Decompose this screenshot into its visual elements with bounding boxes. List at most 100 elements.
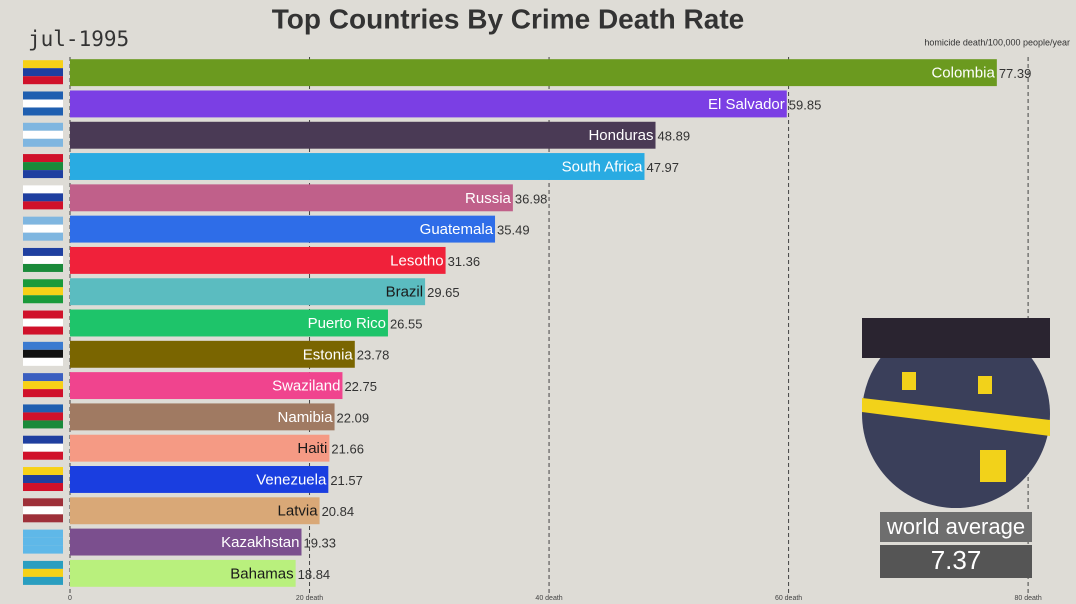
- bar: [70, 372, 343, 400]
- flag-stripe: [23, 107, 63, 116]
- value-label: 48.89: [658, 129, 691, 144]
- flag-stripe: [23, 287, 63, 296]
- crime-scene-image: [862, 318, 1050, 508]
- bar: [70, 59, 997, 87]
- bar-label: Estonia: [303, 346, 354, 363]
- bar-label: Latvia: [278, 503, 319, 520]
- bar: [70, 215, 496, 243]
- flag-stripe: [23, 560, 63, 569]
- flag-stripe: [23, 373, 63, 382]
- bar-label: Haiti: [297, 440, 327, 457]
- x-tick-label: 80 death: [1014, 595, 1041, 602]
- flag-stripe: [23, 576, 63, 585]
- flag-stripe: [23, 506, 63, 515]
- flag-stripe: [23, 162, 63, 171]
- bar-label: Colombia: [931, 65, 995, 82]
- x-tick-label: 20 death: [296, 595, 323, 602]
- flag-stripe: [23, 91, 63, 100]
- flag-stripe: [23, 130, 63, 139]
- value-label: 20.84: [322, 504, 355, 519]
- world-average-label: world average: [886, 514, 1025, 539]
- flag-stripe: [23, 99, 63, 108]
- marker: [902, 372, 916, 390]
- bar: [70, 466, 329, 493]
- value-label: 22.75: [344, 379, 377, 394]
- flag-stripe: [23, 185, 63, 194]
- value-label: 23.78: [357, 348, 390, 363]
- bar-label: South Africa: [562, 158, 644, 175]
- chart-title: Top Countries By Crime Death Rate: [272, 3, 744, 34]
- unit-label: homicide death/100,000 people/year: [924, 37, 1070, 47]
- marker: [978, 376, 992, 394]
- bar-label: Swaziland: [272, 378, 340, 395]
- value-label: 21.57: [330, 473, 363, 488]
- bar-label: Puerto Rico: [308, 315, 386, 332]
- bar: [70, 90, 787, 118]
- bar: [70, 246, 446, 274]
- bar-label: Bahamas: [230, 565, 293, 582]
- x-tick-label: 60 death: [775, 595, 802, 602]
- flag-stripe: [23, 224, 63, 233]
- image-shade: [862, 318, 1050, 358]
- bar: [70, 559, 296, 587]
- flag-stripe: [23, 247, 63, 256]
- bar: [70, 497, 320, 525]
- flag-stripe: [23, 529, 63, 538]
- world-average-label-box: [880, 512, 1032, 542]
- bar: [70, 278, 426, 306]
- bar: [70, 403, 335, 431]
- flag-stripe: [23, 232, 63, 241]
- flag-stripe: [23, 76, 63, 85]
- flag-stripe: [23, 404, 63, 413]
- bar-label: Honduras: [588, 127, 653, 144]
- bar-label: Venezuela: [256, 471, 327, 488]
- flag-stripe: [23, 412, 63, 421]
- flag-stripe: [23, 568, 63, 577]
- flag-stripe: [23, 154, 63, 163]
- value-label: 47.97: [646, 160, 679, 175]
- value-label: 31.36: [448, 254, 481, 269]
- value-label: 21.66: [331, 442, 364, 457]
- bar-label: Lesotho: [390, 252, 443, 269]
- flag-stripe: [23, 255, 63, 264]
- value-label: 19.33: [303, 535, 336, 550]
- value-label: 29.65: [427, 285, 460, 300]
- flag-stripe: [23, 201, 63, 210]
- bar-label: Namibia: [278, 409, 334, 426]
- flag-stripe: [23, 170, 63, 179]
- value-label: 35.49: [497, 223, 530, 238]
- marker: [980, 450, 1006, 482]
- value-label: 26.55: [390, 316, 423, 331]
- flag-stripe: [23, 498, 63, 507]
- flag-stripe: [23, 193, 63, 202]
- bar-label: Kazakhstan: [221, 534, 299, 551]
- flag-stripe: [23, 138, 63, 147]
- flag-stripe: [23, 467, 63, 476]
- flag-stripe: [23, 435, 63, 444]
- bar-label: Brazil: [386, 284, 424, 301]
- value-label: 18.84: [298, 567, 331, 582]
- value-label: 59.85: [789, 97, 822, 112]
- bar: [70, 340, 355, 368]
- flag-stripe: [23, 420, 63, 429]
- flag-stripe: [23, 279, 63, 288]
- flag-stripe: [23, 381, 63, 390]
- value-label: 36.98: [515, 191, 548, 206]
- flag-stripe: [23, 443, 63, 452]
- bar-label: Guatemala: [420, 221, 494, 238]
- flag-stripe: [23, 483, 63, 492]
- value-label: 77.39: [999, 66, 1032, 81]
- flag-stripe: [23, 60, 63, 69]
- x-tick-label: 40 death: [535, 595, 562, 602]
- bar: [70, 309, 388, 337]
- date-label: jul-1995: [28, 27, 129, 51]
- bar: [70, 153, 645, 180]
- bar: [70, 184, 513, 212]
- flag-stripe: [23, 537, 63, 546]
- flag-stripe: [23, 326, 63, 335]
- flag-stripe: [23, 295, 63, 304]
- bar: [70, 434, 330, 462]
- flag-stripe: [23, 310, 63, 319]
- bar: [70, 121, 656, 149]
- world-average-value: 7.37: [931, 545, 982, 575]
